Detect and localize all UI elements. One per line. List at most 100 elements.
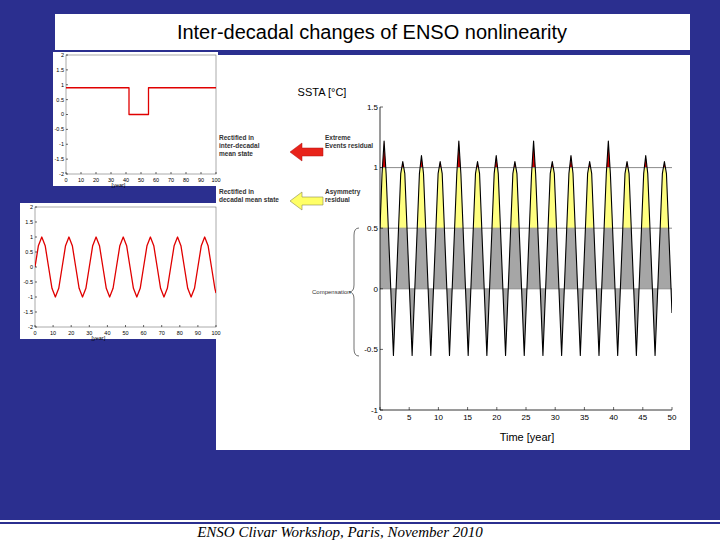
- x-tick: [171, 172, 172, 174]
- annotation: Asymmetry: [325, 188, 361, 196]
- x-tick: [111, 172, 112, 174]
- y-tick: [35, 207, 37, 208]
- x-tick: [642, 407, 643, 410]
- band-area: [380, 141, 672, 168]
- x-tick-label: 0: [378, 413, 383, 422]
- x-tick: [201, 172, 202, 174]
- x-tick: [438, 407, 439, 410]
- x-tick-label: 45: [638, 413, 647, 422]
- y-tick-label: 1: [61, 82, 64, 88]
- series-line: [380, 141, 672, 356]
- x-tick: [107, 325, 108, 327]
- slide: Inter-decadal changes of ENSO nonlineari…: [0, 0, 720, 540]
- reference-line: [380, 288, 672, 289]
- reference-line: [380, 228, 672, 229]
- x-tick-label: 0: [64, 177, 67, 183]
- x-tick: [613, 407, 614, 410]
- plot-area: [35, 237, 216, 297]
- x-tick-label: 60: [141, 330, 147, 336]
- y-tick-label: -0.5: [24, 279, 33, 285]
- x-tick-label: 0: [33, 330, 36, 336]
- y-tick: [66, 144, 68, 145]
- x-tick: [125, 325, 126, 327]
- band-group: [380, 141, 672, 168]
- x-tick: [467, 407, 468, 410]
- y-tick-label: -1: [59, 141, 64, 147]
- y-tick-label: 0.5: [25, 249, 33, 255]
- annotation: Events residual: [325, 142, 373, 149]
- x-tick-label: 10: [78, 177, 84, 183]
- x-tick: [186, 172, 187, 174]
- title-box: [55, 14, 690, 50]
- band-area: [380, 168, 672, 229]
- y-tick-label: -2: [28, 324, 33, 330]
- x-tick-label: 90: [198, 177, 204, 183]
- y-tick: [380, 107, 383, 108]
- x-tick-label: 10: [50, 330, 56, 336]
- y-tick: [35, 222, 37, 223]
- y-tick: [380, 349, 383, 350]
- y-tick-label: 2: [61, 52, 64, 58]
- x-tick: [53, 325, 54, 327]
- chart: -2-1.5-1-0.500.511.520102030405060708090…: [20, 203, 221, 341]
- x-tick-label: 20: [68, 330, 74, 336]
- x-tick-label: 90: [195, 330, 201, 336]
- y-tick-label: 1.5: [367, 103, 379, 112]
- y-tick: [35, 252, 37, 253]
- plot-area: [66, 88, 216, 115]
- y-tick-label: -0.5: [55, 126, 64, 132]
- background: [0, 0, 720, 540]
- x-tick-label: 80: [183, 177, 189, 183]
- x-tick: [35, 325, 36, 327]
- x-tick-label: 70: [168, 177, 174, 183]
- annotation: Rectified in: [219, 188, 254, 195]
- y-tick-label: 0: [30, 264, 33, 270]
- x-tick-label: 40: [609, 413, 618, 422]
- footer-rule: [0, 520, 720, 522]
- band-group: [380, 228, 672, 355]
- annotation: Compensation: [312, 289, 351, 295]
- plot-frame: [35, 207, 216, 327]
- x-tick: [409, 407, 410, 410]
- x-tick: [96, 172, 97, 174]
- chart: -1-0.500.511.505101520253035404550Time […: [216, 55, 690, 450]
- x-tick-label: 50: [668, 413, 677, 422]
- x-tick-label: 80: [177, 330, 183, 336]
- panel: [53, 52, 218, 186]
- y-tick: [35, 267, 37, 268]
- y-tick: [380, 167, 383, 168]
- x-tick-label: 10: [434, 413, 443, 422]
- x-tick: [66, 172, 67, 174]
- y-tick: [66, 114, 68, 115]
- yellow-arrow: [290, 192, 323, 210]
- series-line: [66, 88, 216, 115]
- x-axis-title: [year]: [112, 182, 126, 188]
- y-tick: [66, 69, 68, 70]
- x-tick-label: 20: [93, 177, 99, 183]
- band-area: [380, 228, 672, 355]
- footer-box: [0, 524, 720, 540]
- y-tick: [66, 129, 68, 130]
- x-tick-label: 35: [580, 413, 589, 422]
- x-tick: [526, 407, 527, 410]
- x-tick: [71, 325, 72, 327]
- y-tick-label: 2: [30, 204, 33, 210]
- x-tick: [584, 407, 585, 410]
- x-tick: [496, 407, 497, 410]
- x-tick-label: 100: [211, 177, 220, 183]
- x-tick: [672, 407, 673, 410]
- x-tick: [156, 172, 157, 174]
- x-tick-label: 15: [463, 413, 472, 422]
- chart: -2-1.5-1-0.500.511.520102030405060708090…: [53, 52, 221, 188]
- plot-area: [380, 141, 672, 356]
- x-tick-label: 5: [407, 413, 412, 422]
- y-tick: [380, 288, 383, 289]
- x-tick: [89, 325, 90, 327]
- x-tick: [161, 325, 162, 327]
- x-tick: [143, 325, 144, 327]
- title: Inter-decadal changes of ENSO nonlineari…: [177, 21, 567, 43]
- plot-frame: [66, 55, 216, 174]
- y-tick: [35, 282, 37, 283]
- annotation: mean state: [219, 150, 253, 157]
- annotation: Extreme: [325, 134, 351, 141]
